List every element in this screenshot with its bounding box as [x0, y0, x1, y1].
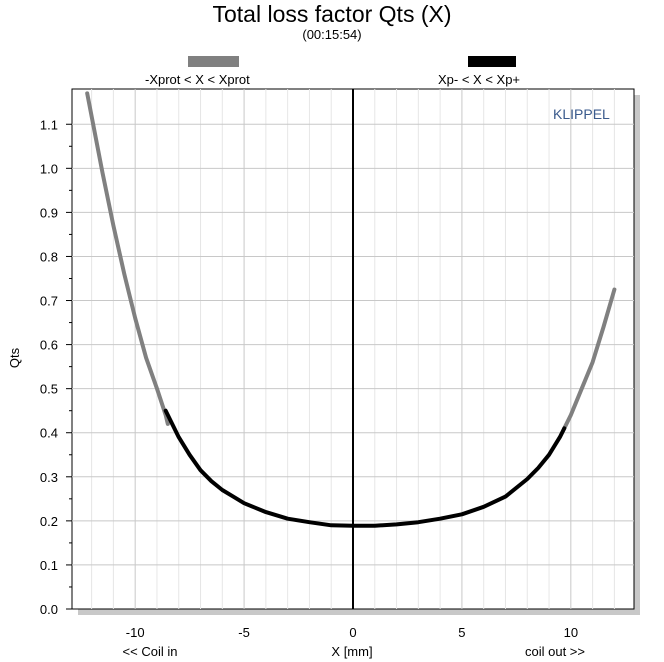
y-tick-label: 1.1 [40, 117, 58, 132]
x-tick-label: 10 [564, 625, 578, 640]
chart-subtitle: (00:15:54) [302, 27, 362, 42]
y-tick-label: 1.0 [40, 161, 58, 176]
tick-labels: 0.0 0.1 0.2 0.3 0.4 0.5 0.6 0.7 0.8 0.9 1.0 1.1 -10 -… [40, 117, 578, 640]
series-line [85, 91, 170, 426]
x-hint-left: << Coil in [123, 644, 178, 659]
y-tick-label: 0.8 [40, 249, 58, 264]
legend-label-xp: Xp- < X < Xp+ [438, 72, 520, 87]
series-lines [85, 89, 617, 609]
x-tick-label: 0 [349, 625, 356, 640]
y-tick-label: 0.9 [40, 205, 58, 220]
y-tick-label: 0.0 [40, 602, 58, 617]
x-tick-label: 5 [458, 625, 465, 640]
legend-label-prot: -Xprot < X < Xprot [145, 72, 250, 87]
x-hint-right: coil out >> [525, 644, 585, 659]
y-axis-label: Qts [7, 347, 22, 368]
y-tick-label: 0.4 [40, 426, 58, 441]
y-tick-label: 0.7 [40, 294, 58, 309]
brand-label: KLIPPEL [553, 106, 610, 122]
x-tick-label: -10 [126, 625, 145, 640]
legend-swatch-xp [468, 56, 516, 67]
y-tick-label: 0.5 [40, 382, 58, 397]
chart-title: Total loss factor Qts (X) [212, 1, 452, 27]
legend-swatch-prot [188, 56, 239, 67]
y-tick-label: 0.1 [40, 558, 58, 573]
x-tick-label: -5 [238, 625, 250, 640]
y-tick-label: 0.3 [40, 470, 58, 485]
x-axis-label: X [mm] [331, 644, 372, 659]
y-tick-label: 0.2 [40, 514, 58, 529]
series-line [562, 287, 617, 431]
y-tick-label: 0.6 [40, 338, 58, 353]
series-line [163, 408, 567, 528]
